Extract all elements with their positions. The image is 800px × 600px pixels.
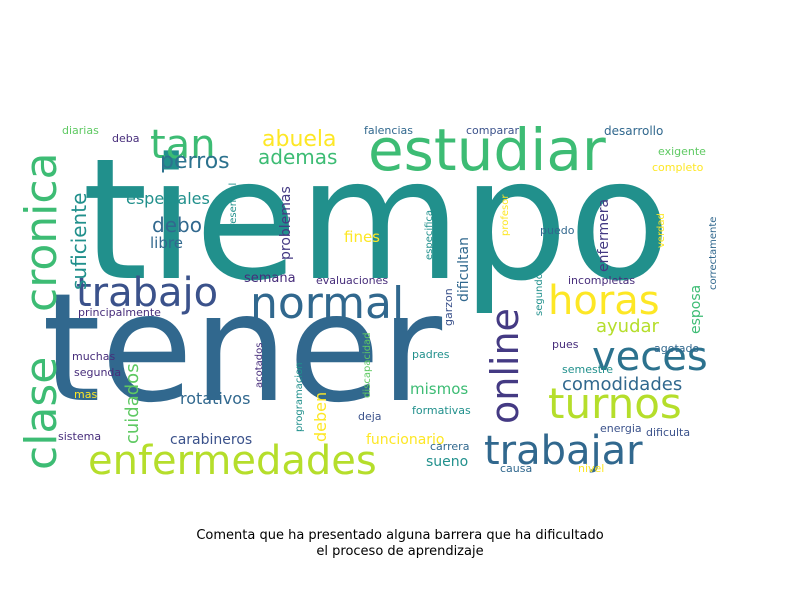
word-tan: tan: [150, 122, 216, 168]
word-sueno: sueno: [426, 454, 468, 470]
word-clase: clase: [16, 357, 67, 470]
word-deja: deja: [358, 410, 382, 423]
word-veces: veces: [592, 334, 708, 380]
word-acotados: acotados: [254, 343, 265, 388]
word-cuidados: cuidados: [122, 363, 143, 444]
word-trabajar: trabajar: [484, 428, 643, 474]
word-garzon: garzon: [442, 288, 455, 326]
word-nivel: nivel: [578, 462, 604, 475]
word-carrera: carrera: [430, 440, 469, 453]
word-ademas: ademas: [258, 145, 337, 169]
word-agotado: agotado: [654, 342, 699, 355]
word-tiempo: tiempo: [82, 122, 671, 318]
word-carabineros: carabineros: [170, 432, 252, 448]
word-energia: energia: [600, 422, 642, 435]
word-estudiar: estudiar: [368, 116, 606, 184]
word-debo: debo: [152, 213, 202, 237]
word-verdad: verdad: [656, 213, 667, 248]
word-especifica: especifica: [424, 210, 435, 260]
word-formativas: formativas: [412, 404, 471, 417]
word-cronica: cronica: [16, 153, 67, 313]
word-comodidades: comodidades: [562, 374, 682, 395]
word-problemas: problemas: [278, 186, 294, 260]
word-mas: mas: [74, 388, 97, 401]
word-evaluaciones: evaluaciones: [316, 274, 388, 287]
word-sistema: sistema: [58, 430, 101, 443]
word-mismos: mismos: [410, 380, 468, 398]
word-causa: causa: [500, 462, 532, 475]
word-dificulta: dificulta: [646, 426, 690, 439]
word-muchas: muchas: [72, 350, 115, 363]
word-funcionario: funcionario: [366, 432, 445, 448]
word-online: online: [483, 308, 527, 424]
word-pues: pues: [552, 338, 579, 351]
word-semana: semana: [244, 271, 296, 286]
word-discapacidad: discapacidad: [362, 332, 373, 398]
word-dificultan: dificultan: [456, 237, 472, 302]
word-incompletas: incompletas: [568, 274, 635, 287]
word-programacion: programacion: [294, 362, 305, 432]
word-ayudar: ayudar: [596, 316, 660, 337]
word-deben: deben: [311, 392, 330, 442]
word-rotativos: rotativos: [180, 389, 250, 408]
word-principalmente: principalmente: [78, 306, 161, 319]
word-enfermedades: enfermedades: [88, 438, 377, 484]
word-perros: perros: [160, 149, 230, 174]
figure-caption: Comenta que ha presentado alguna barrera…: [0, 528, 800, 560]
word-tener: tener: [42, 262, 442, 436]
word-padres: padres: [412, 348, 450, 361]
word-comparar: comparar: [466, 124, 519, 137]
word-diarias: diarias: [62, 124, 99, 137]
word-puedo: puedo: [540, 224, 575, 237]
word-segunda: segunda: [74, 366, 121, 379]
word-semestre: semestre: [562, 363, 613, 376]
word-falencias: falencias: [364, 124, 413, 137]
word-completo: completo: [652, 161, 704, 174]
word-fines: fines: [344, 228, 380, 246]
word-normal: normal: [250, 278, 404, 329]
word-suficiente: suficiente: [67, 193, 91, 290]
word-turnos: turnos: [548, 379, 682, 428]
word-exigente: exigente: [658, 145, 706, 158]
word-segundo: segundo: [534, 273, 545, 316]
word-profesor: profesor: [500, 194, 511, 236]
word-especiales: especiales: [126, 189, 210, 208]
word-abuela: abuela: [262, 127, 337, 152]
word-esposa: esposa: [688, 285, 704, 334]
word-trabajo: trabajo: [76, 270, 218, 316]
caption-line-1: Comenta que ha presentado alguna barrera…: [196, 528, 604, 543]
word-enfermera: enfermera: [596, 199, 612, 272]
word-libre: libre: [150, 234, 183, 252]
word-desarrollo: desarrollo: [604, 124, 663, 138]
word-horas: horas: [548, 278, 660, 324]
word-presencial: presencial: [228, 183, 239, 234]
word-correctamente: correctamente: [708, 217, 719, 290]
caption-line-2: el proceso de aprendizaje: [316, 544, 484, 559]
word-deba: deba: [112, 132, 139, 145]
